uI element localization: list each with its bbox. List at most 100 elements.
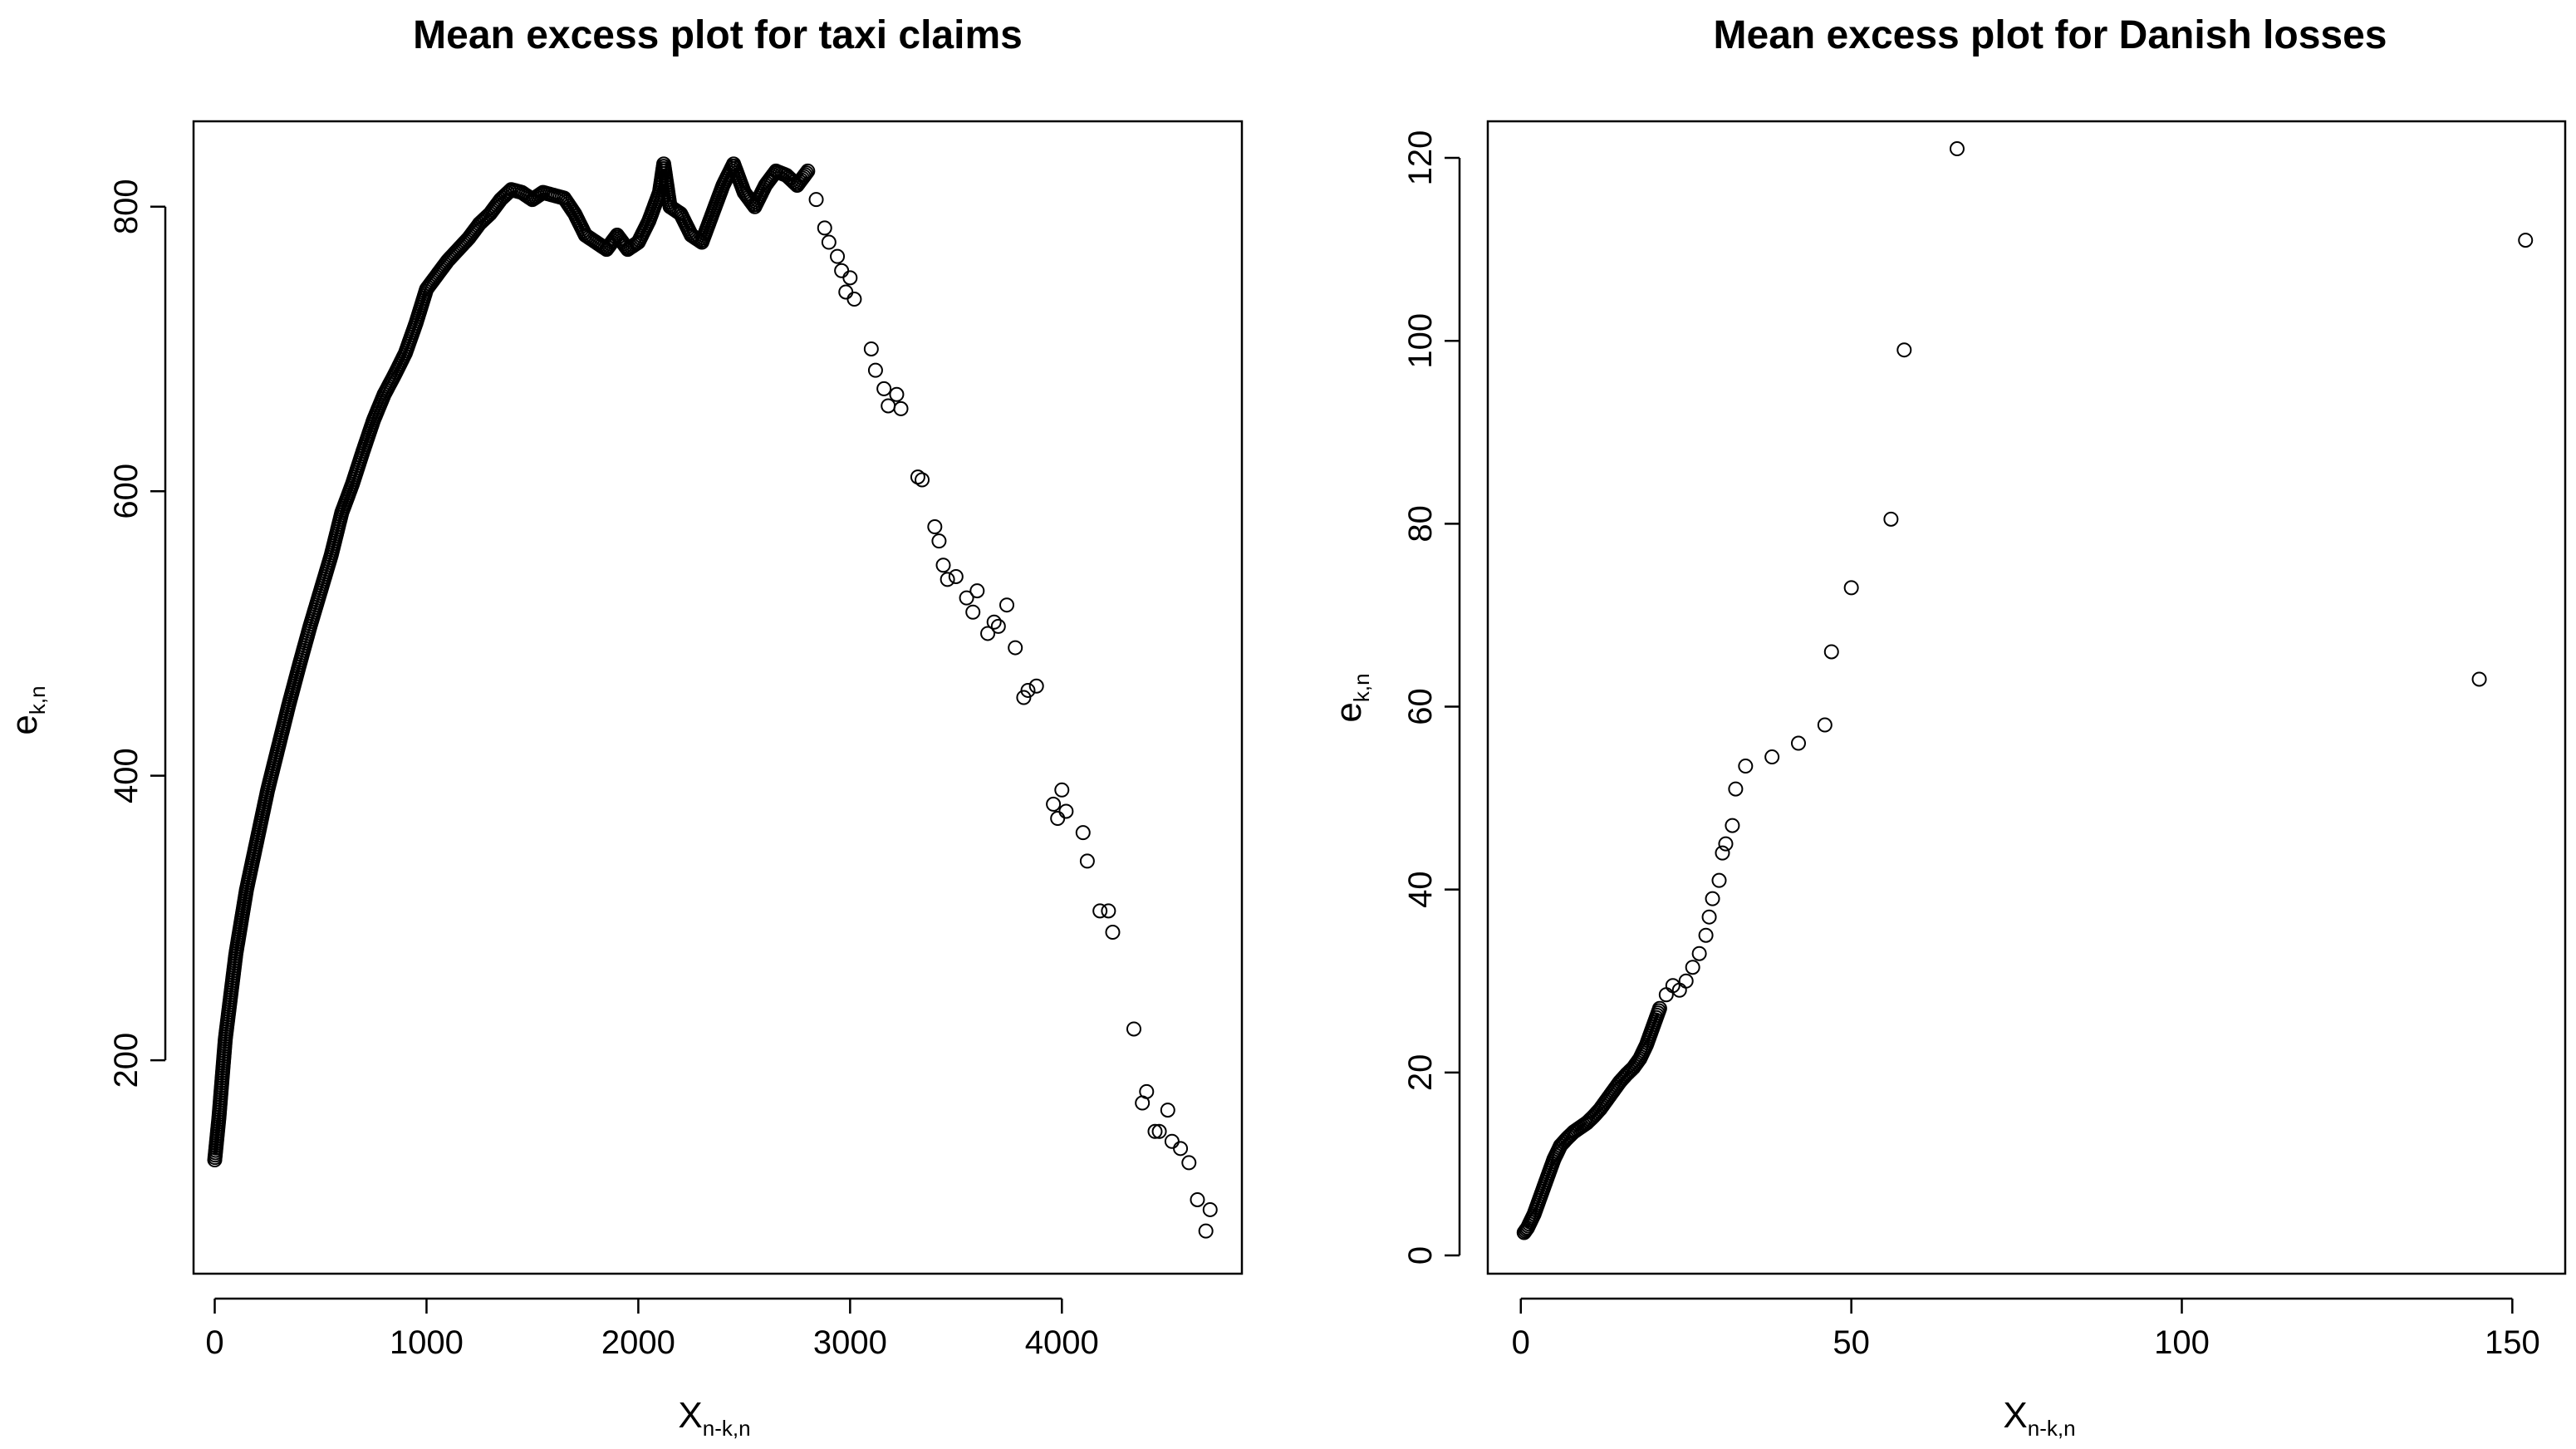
data-point	[927, 519, 943, 535]
x-tick-label: 3000	[813, 1324, 887, 1361]
y-tick-label: 40	[1402, 871, 1439, 908]
data-point	[1164, 1133, 1180, 1149]
data-point	[986, 614, 1002, 630]
data-point	[1738, 759, 1754, 774]
y-tick-label: 800	[108, 179, 145, 234]
data-point	[1105, 925, 1121, 941]
data-point	[1651, 1000, 1667, 1016]
data-point	[910, 469, 925, 485]
data-point	[915, 472, 930, 488]
data-point	[834, 263, 850, 278]
data-point	[1028, 678, 1044, 694]
chart-title: Mean excess plot for taxi claims	[413, 13, 1023, 57]
x-axis: 0 1000 2000 3000 4000	[205, 1297, 1099, 1361]
y-axis: 200 400 600 800	[108, 179, 167, 1088]
y-tick-label: 600	[108, 464, 145, 519]
data-point	[1160, 1103, 1175, 1118]
data-point	[1715, 845, 1730, 861]
data-point	[1092, 903, 1108, 919]
data-point	[1190, 1191, 1205, 1207]
data-point	[893, 400, 909, 416]
data-point	[1843, 580, 1859, 596]
taxi-claims-panel: Mean excess plot for taxi claims 0 1000 20…	[4, 13, 1244, 1441]
data-point	[1147, 1123, 1163, 1139]
data-point	[1691, 946, 1707, 961]
x-tick-label: 1000	[390, 1324, 464, 1361]
data-point	[1817, 717, 1833, 733]
data-point	[1198, 1223, 1214, 1239]
data-point	[808, 192, 824, 208]
data-point	[1701, 909, 1717, 925]
data-point	[1139, 1083, 1155, 1099]
data-point	[846, 292, 862, 307]
data-point	[800, 163, 816, 179]
data-point	[797, 167, 813, 183]
data-point	[1151, 1123, 1167, 1139]
data-point	[1698, 927, 1714, 943]
plot-frame	[192, 120, 1244, 1275]
x-tick-label: 50	[1833, 1324, 1870, 1361]
data-point	[1725, 818, 1740, 833]
plot-frame	[1486, 120, 2567, 1275]
y-tick-label: 20	[1402, 1054, 1439, 1092]
y-tick-label: 100	[1402, 313, 1439, 369]
data-point	[980, 626, 996, 641]
data-point	[1050, 811, 1066, 827]
data-point	[1764, 749, 1780, 765]
data-point	[842, 270, 858, 286]
data-points	[1516, 141, 2534, 1240]
data-point	[2518, 233, 2534, 248]
data-point	[1202, 1201, 1218, 1217]
y-axis-label: ek,n	[1328, 673, 1374, 722]
y-axis: 0 20 40 60 80 100 120	[1402, 130, 1461, 1265]
data-point	[1685, 960, 1700, 975]
data-point	[1728, 781, 1744, 797]
data-point	[1658, 987, 1674, 1003]
data-point	[2471, 671, 2487, 687]
chart-title: Mean excess plot for Danish losses	[1714, 13, 2387, 57]
data-point	[1181, 1155, 1197, 1171]
data-point	[935, 557, 951, 573]
data-point	[1823, 644, 1839, 660]
data-point	[798, 165, 814, 181]
data-point	[867, 362, 883, 378]
data-point	[889, 386, 905, 402]
data-points	[207, 156, 1218, 1239]
data-point	[965, 604, 981, 620]
data-point	[1016, 690, 1032, 705]
y-axis-label: ek,n	[4, 685, 50, 734]
data-point	[863, 341, 879, 356]
data-point	[1790, 735, 1806, 751]
y-tick-label: 60	[1402, 688, 1439, 725]
data-point	[1949, 141, 1965, 157]
y-tick-label: 200	[108, 1033, 145, 1088]
data-point	[1705, 891, 1720, 906]
data-point	[959, 590, 974, 606]
data-point	[999, 597, 1015, 613]
data-point	[1173, 1141, 1189, 1157]
data-point	[1058, 803, 1074, 819]
data-point	[1711, 872, 1727, 888]
data-point	[881, 398, 896, 414]
x-axis-label: Xn-k,n	[2003, 1395, 2075, 1441]
data-point	[821, 234, 837, 250]
data-point	[1101, 903, 1116, 919]
x-tick-label: 0	[1512, 1324, 1530, 1361]
danish-losses-panel: Mean excess plot for Danish losses 0 50 10…	[1328, 13, 2567, 1441]
data-point	[990, 618, 1006, 634]
x-tick-label: 100	[2154, 1324, 2210, 1361]
x-tick-label: 2000	[601, 1324, 675, 1361]
data-point	[1008, 640, 1023, 656]
data-point	[1896, 342, 1912, 358]
data-point	[948, 568, 964, 584]
data-point	[931, 533, 947, 549]
data-point	[838, 284, 854, 300]
data-point	[1075, 825, 1091, 841]
y-tick-label: 400	[108, 748, 145, 803]
x-tick-label: 150	[2485, 1324, 2540, 1361]
data-point	[1718, 836, 1734, 852]
data-point	[817, 220, 832, 236]
data-point	[876, 381, 892, 396]
y-tick-label: 0	[1402, 1246, 1439, 1265]
data-point	[830, 248, 846, 264]
